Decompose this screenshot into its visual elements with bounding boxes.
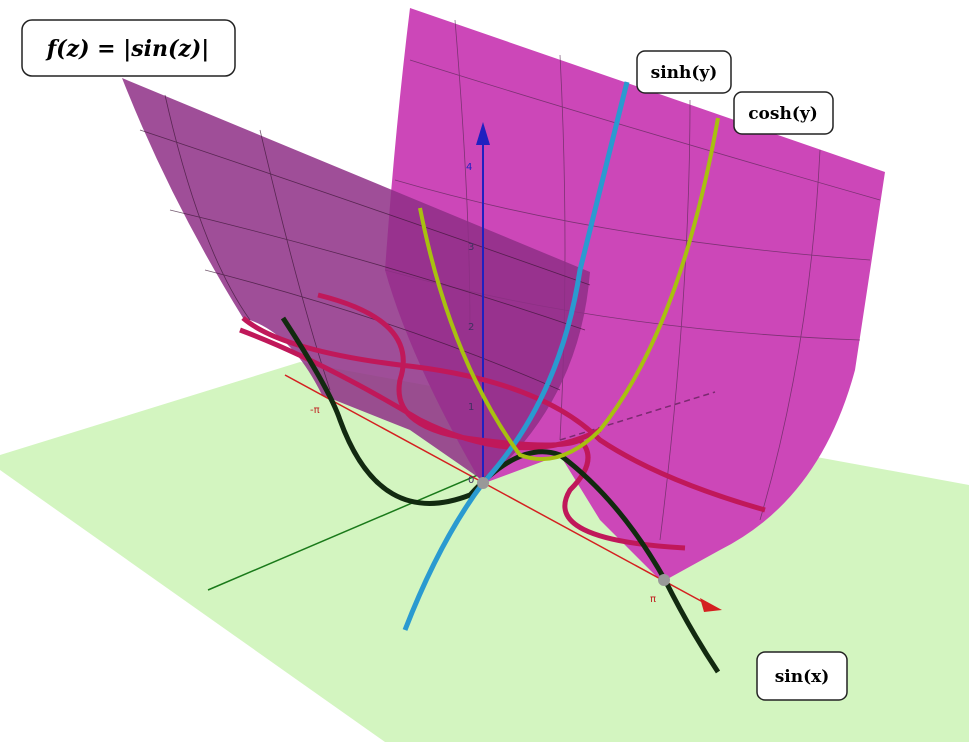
x-tick-label: π <box>650 594 656 605</box>
z-tick-label: 4 <box>466 162 472 173</box>
sinh-label: sinh(y) <box>651 63 718 83</box>
point <box>477 477 489 489</box>
z-arrow <box>476 122 490 145</box>
cosh-curve <box>418 117 720 462</box>
surface-grid <box>384 19 881 541</box>
cosh-label: cosh(y) <box>748 104 818 124</box>
z-tick-label: 3 <box>468 242 474 253</box>
origin-label: 0 <box>468 475 474 486</box>
z-tick-label: 1 <box>468 402 474 413</box>
label-box <box>21 19 236 77</box>
label-box <box>636 50 732 94</box>
label-box <box>756 651 848 701</box>
label-box <box>733 91 834 135</box>
front-surface <box>122 78 590 482</box>
red-curve <box>239 292 766 551</box>
front-grid <box>139 94 591 391</box>
y-axis-dashed <box>559 391 716 441</box>
point <box>658 574 670 586</box>
x-tick-label: -π <box>310 405 320 416</box>
function-label: f(z) = |sin(z)| <box>45 36 210 62</box>
sin-label: sin(x) <box>775 667 830 687</box>
z-tick-label: 2 <box>468 322 474 333</box>
x-arrow <box>700 598 722 612</box>
sinh-curve <box>402 81 630 631</box>
x-axis <box>284 374 713 608</box>
